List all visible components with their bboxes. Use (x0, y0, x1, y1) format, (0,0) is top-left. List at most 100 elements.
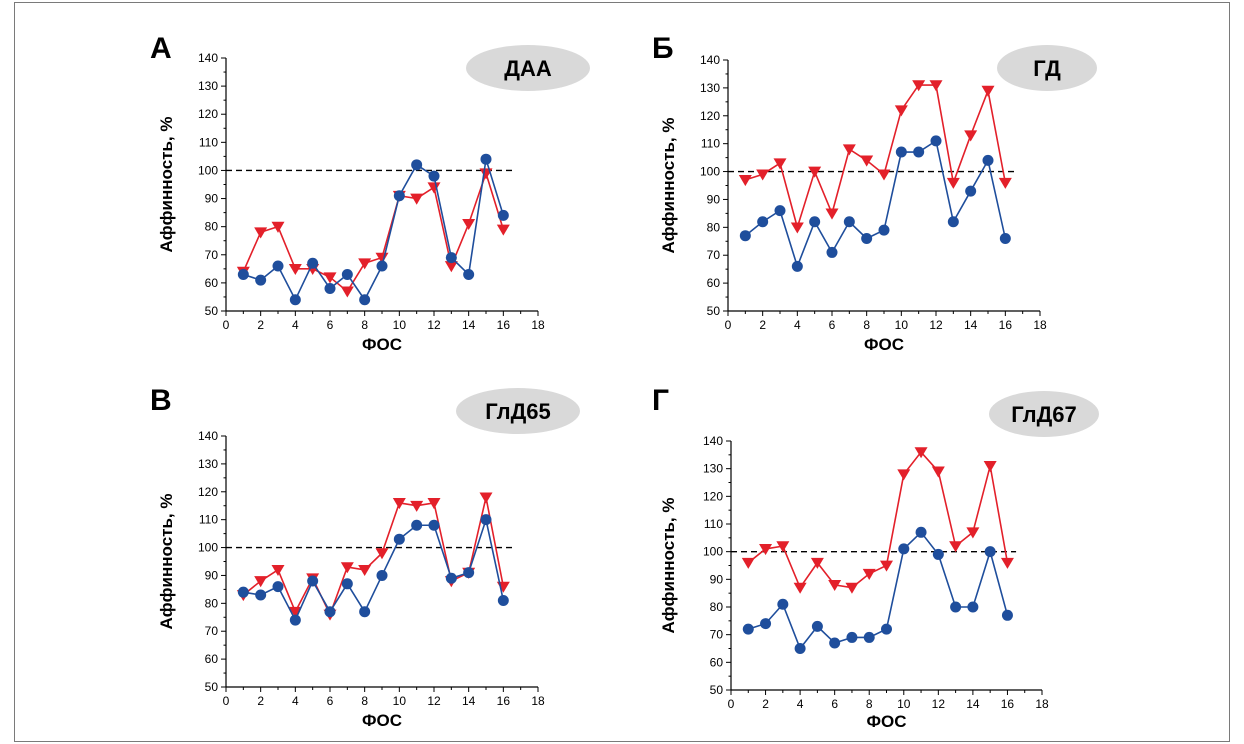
y-tick-label: 60 (710, 655, 724, 669)
x-tick-label: 10 (895, 318, 909, 332)
data-point-circle (255, 274, 267, 286)
series-line-blue (243, 516, 505, 622)
series-line-red (745, 84, 1007, 231)
data-point-circle (237, 586, 249, 598)
y-axis-label: Аффинность, % (659, 498, 678, 634)
data-point-triangle (790, 222, 804, 234)
data-point-triangle (1000, 557, 1014, 569)
panel-gd: Б ГД 50 60 70 80 90 100 110 120 130 140 0 2 4 6 8 10 12 14 1… (652, 32, 1097, 354)
x-tick-label: 2 (257, 318, 264, 332)
data-point-circle (324, 283, 336, 295)
data-point-triangle (496, 581, 510, 593)
x-tick-label: 0 (223, 694, 230, 708)
data-point-triangle (271, 564, 285, 577)
badge-label: ДАА (504, 56, 552, 81)
data-point-triangle (358, 564, 372, 577)
y-tick-label: 50 (707, 304, 721, 318)
badge-label: ГлД67 (1011, 402, 1077, 427)
data-point-circle (428, 170, 440, 182)
x-tick-label: 8 (361, 694, 368, 708)
data-point-triangle (929, 80, 943, 92)
x-tick-label: 2 (762, 697, 769, 711)
x-tick-label: 12 (427, 318, 441, 332)
y-tick-label: 110 (701, 137, 720, 151)
x-tick-label: 10 (393, 318, 407, 332)
data-point-circle (999, 232, 1011, 244)
data-point-circle (411, 159, 423, 171)
data-point-triangle (983, 461, 997, 473)
panel-letter: А (150, 32, 172, 65)
data-point-circle (846, 631, 858, 643)
data-point-circle (774, 205, 786, 217)
data-point-circle (272, 581, 284, 593)
y-tick-label: 130 (198, 79, 218, 93)
data-point-circle (376, 569, 388, 581)
y-tick-label: 110 (199, 513, 218, 527)
x-tick-label: 12 (929, 318, 943, 332)
data-point-circle (341, 268, 353, 280)
series-line-blue (744, 139, 1007, 269)
data-point-triangle (862, 568, 876, 580)
data-point-circle (950, 601, 962, 613)
data-point-triangle (808, 166, 822, 178)
data-point-triangle (427, 498, 441, 510)
data-point-triangle (756, 169, 770, 181)
x-tick-label: 16 (497, 318, 511, 332)
data-point-circle (341, 578, 353, 590)
data-point-circle (861, 232, 873, 244)
x-tick-label: 16 (999, 318, 1013, 332)
y-tick-label: 80 (205, 596, 219, 610)
data-point-circle (359, 606, 371, 618)
y-tick-label: 140 (198, 51, 218, 65)
y-tick-label: 90 (710, 572, 724, 586)
x-tick-label: 16 (1001, 697, 1015, 711)
figure-frame (14, 2, 1230, 742)
data-point-circle (411, 519, 423, 531)
data-point-triangle (931, 466, 945, 478)
data-point-triangle (462, 218, 476, 231)
data-point-triangle (842, 144, 856, 156)
data-point-circle (428, 519, 440, 531)
y-tick-label: 50 (710, 683, 724, 697)
x-axis-label: ФОС (362, 335, 402, 354)
x-tick-label: 8 (863, 318, 870, 332)
badge-background (456, 388, 580, 434)
data-point-circle (863, 631, 875, 643)
y-tick-label: 60 (707, 276, 721, 290)
data-point-circle (930, 135, 942, 147)
data-point-triangle (998, 177, 1012, 189)
data-point-circle (307, 257, 319, 269)
x-tick-label: 2 (759, 318, 766, 332)
x-tick-label: 6 (327, 318, 334, 332)
data-point-circle (272, 260, 284, 272)
x-tick-label: 18 (531, 694, 545, 708)
data-point-circle (742, 623, 754, 635)
badge-label: ГлД65 (485, 399, 551, 424)
data-point-triangle (776, 541, 790, 553)
x-tick-label: 6 (327, 694, 334, 708)
panel-daa: А ДАА 50 60 70 80 90 100 110 120 130 140 0 2 4 6 8 10 12 14… (150, 32, 590, 354)
data-point-triangle (810, 557, 824, 569)
series-line-blue (748, 531, 1009, 651)
data-point-circle (794, 643, 806, 654)
data-point-circle (843, 216, 855, 228)
data-point-triangle (340, 562, 354, 574)
data-point-circle (289, 294, 301, 306)
data-point-triangle (496, 224, 510, 236)
y-tick-label: 80 (707, 220, 721, 234)
y-tick-label: 90 (707, 192, 721, 206)
data-point-triangle (288, 606, 302, 618)
y-tick-label: 50 (205, 304, 219, 318)
data-point-circle (376, 260, 388, 272)
data-point-circle (497, 209, 509, 221)
y-tick-label: 90 (205, 568, 219, 582)
badge-label: ГД (1033, 56, 1061, 81)
data-point-circle (777, 598, 789, 610)
data-point-triangle (845, 582, 859, 594)
panel-gld65: В ГлД65 50 60 70 80 90 100 110 120 130 140 0 2 4 6 8 10 12… (150, 384, 580, 730)
data-point-circle (967, 601, 979, 613)
data-point-triangle (828, 579, 842, 592)
data-point-triangle (897, 469, 911, 481)
x-tick-label: 0 (223, 318, 230, 332)
